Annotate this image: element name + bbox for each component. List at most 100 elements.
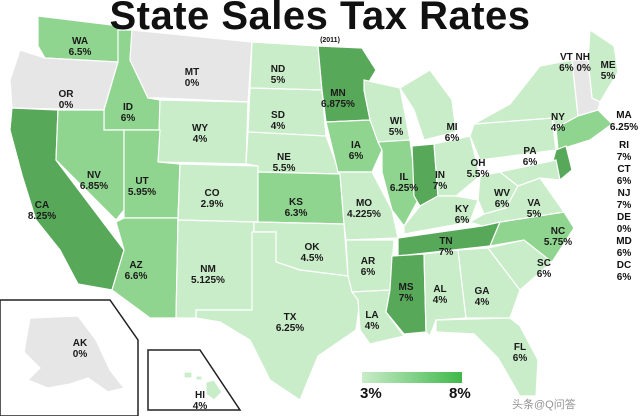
- state-label-il: IL: [400, 172, 409, 183]
- state-label-nm: NM: [200, 264, 216, 275]
- side-md-rate: 6%: [616, 248, 632, 259]
- state-oh: [433, 135, 481, 197]
- state-label-wa: WA: [72, 36, 88, 47]
- state-rate-id: 6%: [121, 113, 136, 124]
- state-label-mo: MO: [356, 198, 372, 209]
- state-rate-la: 4%: [365, 321, 380, 332]
- side-de-rate: 0%: [616, 224, 632, 235]
- state-rate-mn: 6.875%: [321, 99, 355, 110]
- state-rate-ms: 7%: [399, 293, 414, 304]
- state-label-pa: PA: [523, 146, 536, 157]
- state-rate-or: 0%: [59, 100, 74, 111]
- state-label-va: VA: [527, 198, 540, 209]
- state-mi: [399, 69, 457, 141]
- state-label-nv: NV: [87, 170, 101, 181]
- hawaii-inset-frame: [147, 349, 242, 411]
- state-rate-wa: 6.5%: [69, 47, 92, 58]
- state-rate-nv: 6.85%: [80, 181, 108, 192]
- state-sd: [247, 87, 327, 137]
- state-rate-in: 7%: [433, 181, 448, 192]
- state-label-wi: WI: [390, 116, 402, 127]
- state-rate-mt: 0%: [185, 78, 200, 89]
- state-rate-sd: 4%: [271, 121, 286, 132]
- state-rate-co: 2.9%: [201, 199, 224, 210]
- state-ne-small: [555, 109, 613, 151]
- state-ia: [325, 119, 383, 173]
- state-mt: [129, 29, 253, 103]
- state-rate-tx: 6.25%: [276, 323, 304, 334]
- side-nj: NJ 7%: [604, 188, 640, 212]
- state-rate-ut: 5.95%: [128, 187, 156, 198]
- state-label-ny: NY: [551, 112, 565, 123]
- state-rate-oh: 5.5%: [467, 169, 490, 180]
- side-nj-rate: 7%: [616, 200, 632, 211]
- side-ri-abbr: RI: [619, 140, 629, 151]
- state-label-mn: MN: [330, 88, 346, 99]
- state-label-ms: MS: [399, 282, 414, 293]
- state-rate-pa: 6%: [523, 157, 538, 168]
- side-ma: MA 6.25%: [604, 110, 640, 134]
- state-label-ky: KY: [455, 204, 469, 215]
- state-rate-sc: 6%: [537, 269, 552, 280]
- state-label-az: AZ: [129, 260, 142, 271]
- state-rate-vt-nh: 6% 0%: [559, 63, 591, 74]
- state-il: [377, 139, 419, 228]
- state-rate-ga: 4%: [475, 297, 490, 308]
- state-rate-wv: 6%: [495, 199, 510, 210]
- alaska-inset-frame: [0, 299, 139, 416]
- state-rate-ne: 5.5%: [273, 163, 296, 174]
- map-title: State Sales Tax Rates: [109, 0, 531, 38]
- state-label-nc: NC: [551, 226, 565, 237]
- state-label-ga: GA: [475, 286, 490, 297]
- state-label-ak: AK: [73, 338, 88, 349]
- state-label-ks: KS: [289, 197, 303, 208]
- state-label-mi: MI: [446, 122, 457, 133]
- side-de-abbr: DE: [617, 212, 631, 223]
- state-rate-me: 5%: [601, 71, 616, 82]
- state-az: [111, 217, 179, 319]
- side-nj-abbr: NJ: [617, 188, 631, 199]
- state-label-sc: SC: [537, 258, 551, 269]
- side-dc-rate: 6%: [616, 272, 632, 283]
- side-ct-abbr: CT: [617, 164, 631, 175]
- state-label-hi: HI: [195, 390, 205, 401]
- state-ga: [457, 247, 521, 319]
- state-label-ok: OK: [305, 242, 321, 253]
- state-label-tn: TN: [439, 236, 452, 247]
- state-rate-ca: 8.25%: [28, 211, 56, 222]
- state-rate-ar: 6%: [361, 267, 376, 278]
- state-label-fl: FL: [514, 342, 526, 353]
- state-label-ne: NE: [277, 152, 291, 163]
- state-nd: [249, 41, 323, 91]
- watermark: 头条@Q问答: [512, 399, 576, 411]
- side-dc: DC 6%: [604, 260, 640, 284]
- state-label-tx: TX: [284, 312, 297, 323]
- side-ri-rate: 7%: [616, 152, 632, 163]
- state-label-al: AL: [433, 284, 446, 295]
- state-pa: [469, 117, 557, 161]
- state-rate-wi: 5%: [389, 127, 404, 138]
- state-rate-al: 4%: [433, 295, 448, 306]
- state-rate-ok: 4.5%: [301, 253, 324, 264]
- side-ct-rate: 6%: [616, 176, 632, 187]
- state-label-me: ME: [601, 60, 616, 71]
- side-ct: CT 6%: [604, 164, 640, 188]
- state-tx: [195, 231, 361, 401]
- state-ky: [403, 195, 479, 235]
- state-label-mt: MT: [185, 67, 199, 78]
- state-rate-mo: 4.225%: [347, 209, 381, 220]
- state-rate-ia: 6%: [349, 151, 364, 162]
- state-rate-az: 6.6%: [125, 271, 148, 282]
- side-dc-abbr: DC: [616, 260, 632, 271]
- state-rate-ak: 0%: [73, 349, 88, 360]
- state-label-vt-nh: VT NH: [560, 52, 590, 63]
- side-de: DE 0%: [604, 212, 640, 236]
- state-label-ut: UT: [135, 176, 148, 187]
- side-ma-abbr: MA: [616, 110, 632, 121]
- state-md-de: [498, 159, 561, 187]
- state-labels: WA6.5%OR0%CA8.25%ID6%NV6.85%MT0%WY4%UT5.…: [28, 36, 616, 412]
- state-label-co: CO: [205, 188, 220, 199]
- legend-gradient-bar: [362, 372, 462, 383]
